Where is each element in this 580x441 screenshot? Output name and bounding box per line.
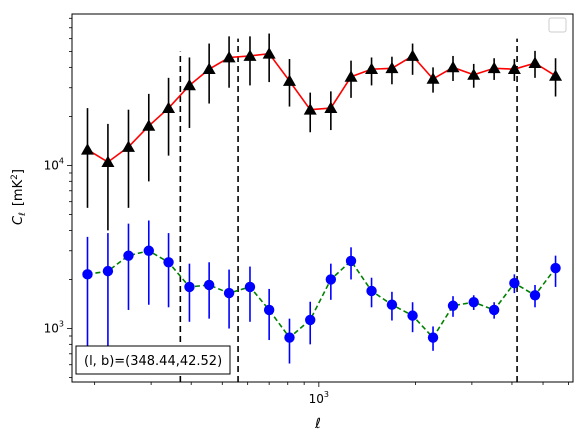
data-point-circle bbox=[529, 290, 541, 301]
data-point-circle bbox=[447, 300, 459, 311]
plot-area bbox=[72, 14, 573, 382]
data-point-circle bbox=[223, 287, 235, 299]
y-tick-label: 104 bbox=[44, 157, 64, 173]
data-point-triangle bbox=[365, 62, 379, 75]
y-axis-label-subscript: ℓ bbox=[18, 212, 28, 217]
data-point-circle bbox=[305, 314, 316, 326]
data-point-triangle bbox=[80, 143, 94, 155]
legend-box[interactable] bbox=[548, 17, 567, 33]
data-point-triangle bbox=[344, 70, 358, 82]
data-point-circle bbox=[263, 304, 275, 316]
series-2 bbox=[82, 220, 561, 364]
data-point-circle bbox=[82, 269, 93, 280]
data-point-triangle bbox=[446, 60, 460, 73]
x-axis-label: ℓ bbox=[314, 416, 321, 432]
y-axis-label-unit-sup: 2 bbox=[10, 174, 20, 180]
y-axis-label: Cℓ [mK2] bbox=[10, 169, 28, 225]
data-point-triangle bbox=[202, 62, 216, 75]
data-point-triangle bbox=[121, 140, 135, 152]
data-point-circle bbox=[550, 262, 561, 274]
data-point-circle bbox=[123, 250, 134, 261]
data-point-triangle bbox=[182, 78, 196, 91]
data-point-triangle bbox=[385, 61, 399, 74]
x-tick-label: 103 bbox=[309, 390, 329, 406]
annotation-box bbox=[75, 345, 231, 375]
data-point-circle bbox=[366, 285, 377, 297]
data-point-circle bbox=[284, 332, 295, 343]
data-point-triangle bbox=[243, 49, 257, 61]
data-point-circle bbox=[509, 277, 520, 289]
annotation-text: (l, b)=(348.44,42.52) bbox=[84, 354, 222, 369]
series-layer bbox=[80, 33, 563, 364]
data-point-triangle bbox=[406, 49, 420, 61]
data-point-circle bbox=[163, 257, 174, 268]
plot-background bbox=[72, 14, 573, 382]
y-axis-label-unit-end: ] bbox=[11, 169, 26, 174]
series-1 bbox=[80, 33, 563, 231]
data-point-triangle bbox=[507, 62, 521, 75]
y-axis-label-unit: [mK bbox=[11, 179, 26, 206]
data-point-triangle bbox=[467, 68, 481, 80]
y-tick-label: 103 bbox=[44, 320, 64, 336]
data-point-triangle bbox=[549, 69, 563, 81]
data-point-circle bbox=[488, 304, 500, 316]
data-point-circle bbox=[184, 281, 195, 293]
data-point-circle bbox=[407, 310, 418, 321]
data-point-triangle bbox=[282, 74, 296, 86]
y-axis-label-symbol: C bbox=[11, 215, 26, 225]
data-point-triangle bbox=[101, 155, 115, 167]
data-point-circle bbox=[244, 281, 256, 293]
legend[interactable] bbox=[548, 17, 567, 33]
axes-frame bbox=[71, 13, 574, 383]
series-line bbox=[87, 249, 557, 339]
data-point-circle bbox=[102, 265, 114, 277]
data-point-circle bbox=[143, 245, 154, 256]
data-point-triangle bbox=[142, 119, 156, 131]
data-point-circle bbox=[386, 299, 398, 310]
data-point-triangle bbox=[487, 61, 501, 74]
data-point-triangle bbox=[222, 50, 236, 63]
data-point-triangle bbox=[324, 101, 338, 113]
data-point-circle bbox=[468, 297, 479, 308]
data-point-triangle bbox=[162, 101, 176, 113]
data-point-triangle bbox=[426, 72, 440, 84]
data-point-circle bbox=[325, 274, 337, 285]
data-point-triangle bbox=[303, 103, 317, 115]
data-point-circle bbox=[427, 332, 439, 343]
vertical-dashed-lines bbox=[179, 38, 518, 382]
data-point-circle bbox=[345, 255, 357, 267]
data-point-triangle bbox=[528, 56, 542, 68]
axes: 103 103 104 bbox=[44, 13, 574, 406]
data-point-circle bbox=[203, 279, 215, 291]
data-point-triangle bbox=[262, 47, 276, 59]
svg-text:Cℓ[mK2]: Cℓ [mK2] bbox=[10, 169, 28, 225]
coordinate-annotation: (l, b)=(348.44,42.52) bbox=[75, 345, 231, 375]
